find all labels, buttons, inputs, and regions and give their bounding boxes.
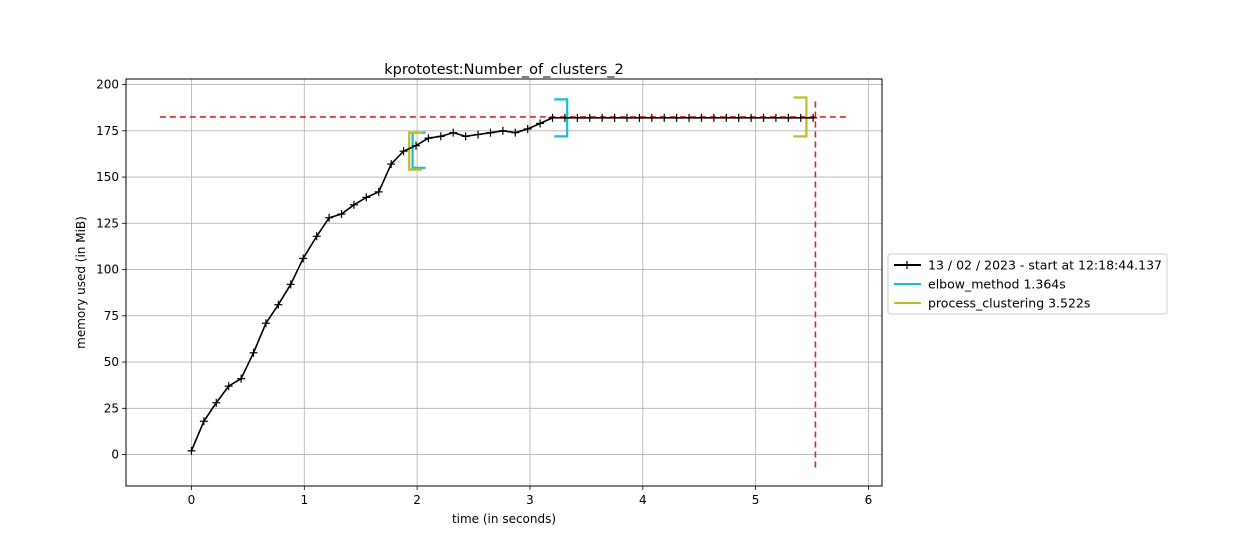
- legend-entry: 13 / 02 / 2023 - start at 12:18:44.137: [894, 258, 1162, 273]
- data-point-marker: [461, 132, 470, 141]
- data-point-marker: [237, 374, 246, 383]
- data-point-marker: [374, 187, 383, 196]
- legend-entry: process_clustering 3.522s: [894, 296, 1090, 311]
- legend-label: elbow_method 1.364s: [928, 277, 1066, 292]
- data-point-marker: [411, 141, 420, 150]
- x-tick-label: 3: [526, 493, 534, 507]
- data-point-marker: [722, 113, 731, 122]
- data-point-marker: [399, 147, 408, 156]
- data-point-marker: [449, 128, 458, 137]
- y-tick-label: 150: [96, 170, 119, 184]
- y-tick-label: 25: [104, 401, 119, 415]
- data-point-marker: [286, 280, 295, 289]
- y-tick-label: 200: [96, 78, 119, 92]
- data-point-marker: [536, 119, 545, 128]
- data-point-marker: [647, 113, 656, 122]
- data-point-marker: [734, 113, 743, 122]
- x-tick-label: 1: [300, 493, 308, 507]
- data-point-marker: [697, 113, 706, 122]
- data-point-marker: [337, 210, 346, 219]
- data-point-marker: [212, 398, 221, 407]
- data-point-marker: [747, 113, 756, 122]
- data-point-marker: [784, 113, 793, 122]
- data-point-marker: [672, 113, 681, 122]
- reference-lines: [159, 101, 849, 468]
- function-brackets: [408, 96, 808, 171]
- data-point-marker: [573, 113, 582, 122]
- data-point-marker: [312, 232, 321, 241]
- data-point-marker: [299, 254, 308, 263]
- x-axis-label: time (in seconds): [452, 512, 556, 526]
- data-point-marker: [585, 113, 594, 122]
- x-tick-label: 5: [752, 493, 760, 507]
- x-axis-ticks: 0 1 2 3 4 5 6: [188, 486, 873, 507]
- data-point-marker: [224, 382, 233, 391]
- y-tick-label: 0: [111, 448, 119, 462]
- y-axis-label: memory used (in MiB): [74, 216, 88, 349]
- data-point-marker: [362, 193, 371, 202]
- data-point-marker: [498, 126, 507, 135]
- chart-title: kprototest:Number_of_clusters_2: [384, 62, 623, 78]
- data-point-marker: [199, 417, 208, 426]
- x-tick-label: 4: [639, 493, 647, 507]
- memory-series: [187, 113, 818, 455]
- y-tick-label: 100: [96, 263, 119, 277]
- legend-entry: elbow_method 1.364s: [894, 277, 1066, 292]
- data-point-marker: [325, 213, 334, 222]
- data-point-marker: [511, 128, 520, 137]
- y-tick-label: 50: [104, 355, 119, 369]
- data-point-marker: [486, 128, 495, 137]
- legend-label: 13 / 02 / 2023 - start at 12:18:44.137: [928, 258, 1162, 273]
- data-point-marker: [187, 446, 196, 455]
- data-point-marker: [635, 113, 644, 122]
- data-point-marker: [771, 113, 780, 122]
- data-point-marker: [759, 113, 768, 122]
- plot-frame: [125, 78, 883, 487]
- legend-box: [887, 253, 1168, 315]
- data-point-marker: [424, 134, 433, 143]
- data-point-marker: [809, 113, 818, 122]
- data-point-marker: [523, 124, 532, 133]
- data-point-marker: [560, 113, 569, 122]
- y-axis-ticks: 0 25 50 75 100 125 150 175 200: [96, 78, 126, 462]
- data-point-marker: [387, 160, 396, 169]
- data-point-marker: [796, 113, 805, 122]
- data-point-marker: [709, 113, 718, 122]
- x-tick-label: 2: [413, 493, 421, 507]
- data-point-marker: [474, 130, 483, 139]
- data-point-marker: [622, 113, 631, 122]
- data-point-marker: [548, 113, 557, 122]
- data-point-marker: [261, 319, 270, 328]
- legend: 13 / 02 / 2023 - start at 12:18:44.137 el…: [887, 253, 1168, 315]
- data-point-marker: [349, 200, 358, 209]
- data-point-marker: [660, 113, 669, 122]
- y-tick-label: 175: [96, 124, 119, 138]
- data-point-marker: [598, 113, 607, 122]
- x-tick-label: 6: [865, 493, 873, 507]
- bracket-start: [408, 131, 423, 171]
- data-point-marker: [249, 348, 258, 357]
- data-point-marker: [610, 113, 619, 122]
- data-point-marker: [685, 113, 694, 122]
- x-tick-label: 0: [188, 493, 196, 507]
- data-point-marker: [274, 300, 283, 309]
- data-point-marker: [436, 132, 445, 141]
- y-tick-label: 125: [96, 216, 119, 230]
- bracket-end: [793, 96, 808, 138]
- legend-label: process_clustering 3.522s: [928, 296, 1090, 311]
- y-tick-label: 75: [104, 309, 119, 323]
